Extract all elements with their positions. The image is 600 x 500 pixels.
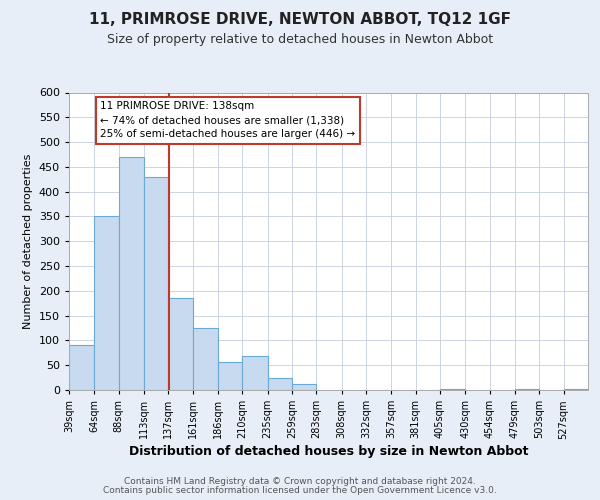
Text: Contains public sector information licensed under the Open Government Licence v3: Contains public sector information licen… (103, 486, 497, 495)
Bar (268, 378, 292, 390)
Bar (218, 362, 242, 390)
Bar (515, 388, 539, 390)
Bar (292, 384, 316, 390)
X-axis label: Distribution of detached houses by size in Newton Abbot: Distribution of detached houses by size … (129, 446, 528, 458)
Text: Contains HM Land Registry data © Crown copyright and database right 2024.: Contains HM Land Registry data © Crown c… (124, 477, 476, 486)
Text: 11 PRIMROSE DRIVE: 138sqm
← 74% of detached houses are smaller (1,338)
25% of se: 11 PRIMROSE DRIVE: 138sqm ← 74% of detac… (100, 102, 356, 140)
Bar (440, 388, 466, 390)
Bar (119, 157, 144, 390)
Bar (242, 356, 268, 390)
Text: 11, PRIMROSE DRIVE, NEWTON ABBOT, TQ12 1GF: 11, PRIMROSE DRIVE, NEWTON ABBOT, TQ12 1… (89, 12, 511, 28)
Bar (69, 346, 94, 390)
Bar (144, 177, 169, 390)
Bar (169, 298, 193, 390)
Bar (193, 328, 218, 390)
Text: Size of property relative to detached houses in Newton Abbot: Size of property relative to detached ho… (107, 32, 493, 46)
Bar (563, 388, 588, 390)
Y-axis label: Number of detached properties: Number of detached properties (23, 154, 33, 329)
Bar (94, 216, 119, 390)
